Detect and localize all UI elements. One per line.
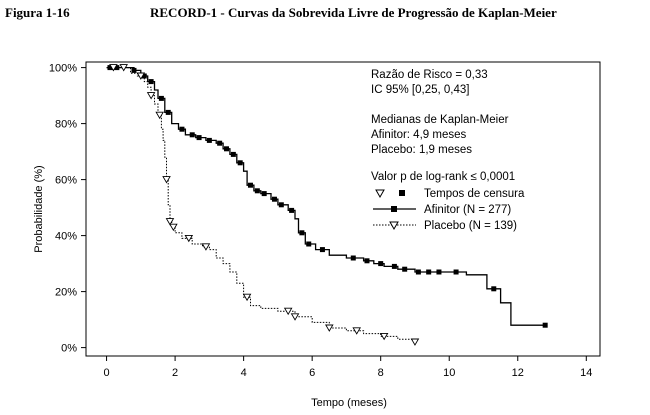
legend-afinitor-censor-icon — [399, 190, 405, 196]
legend-placebo-marker-icon — [389, 221, 399, 231]
x-tick-label: 14 — [580, 367, 592, 379]
censor-marker-placebo — [325, 324, 334, 332]
legend-placebo-label: Placebo (N = 139) — [424, 220, 517, 232]
series-afinitor — [106, 65, 548, 328]
annotation-median-title: Medianas de Kaplan-Meier — [371, 114, 509, 126]
censor-marker-afinitor — [206, 137, 212, 143]
y-axis-title: Probabilidade (%) — [33, 165, 45, 252]
censor-marker-afinitor — [453, 269, 459, 275]
censor-marker-afinitor — [306, 241, 312, 247]
censor-marker-afinitor — [271, 196, 277, 202]
censor-marker-placebo — [184, 234, 194, 243]
censor-marker-placebo — [410, 338, 420, 346]
censor-marker-afinitor — [542, 322, 548, 328]
censor-marker-afinitor — [278, 202, 284, 208]
x-tick-label: 8 — [378, 367, 384, 379]
censor-marker-afinitor — [131, 67, 137, 73]
x-tick-label: 2 — [172, 367, 178, 379]
censor-marker-afinitor — [402, 266, 408, 272]
legend-placebo-censor-icon — [375, 189, 385, 199]
y-tick-label: 20% — [55, 287, 77, 299]
censor-marker-afinitor — [237, 160, 243, 166]
censor-marker-afinitor — [364, 258, 370, 264]
censor-marker-placebo — [165, 218, 175, 226]
legend-afinitor-label: Afinitor (N = 277) — [424, 204, 511, 216]
y-tick-label: 60% — [55, 175, 77, 187]
censor-marker-placebo — [155, 111, 164, 120]
series-line-afinitor — [106, 66, 546, 326]
censor-marker-afinitor — [223, 146, 229, 152]
annotation-ci: IC 95% [0,25, 0,43] — [371, 84, 469, 96]
censor-marker-afinitor — [261, 191, 267, 197]
censor-marker-afinitor — [189, 132, 195, 138]
censor-marker-afinitor — [247, 182, 253, 188]
y-tick-label: 40% — [55, 231, 77, 243]
x-tick-label: 10 — [443, 367, 455, 379]
censor-marker-afinitor — [196, 135, 202, 141]
x-tick-label: 6 — [309, 367, 315, 379]
censor-marker-afinitor — [289, 207, 295, 213]
censor-marker-placebo — [146, 92, 156, 100]
legend-censor-label: Tempos de censura — [424, 188, 525, 200]
chart-annotations: Razão de Risco = 0,33 IC 95% [0,25, 0,43… — [371, 69, 515, 183]
y-tick-label: 80% — [55, 119, 77, 131]
censor-marker-afinitor — [426, 269, 432, 275]
x-tick-label: 12 — [512, 367, 524, 379]
censor-marker-afinitor — [299, 230, 305, 236]
chart-axes: 0 2 4 6 8 10 12 14 0% 20% 40% 60% 80% 100% Tempo (mese… — [33, 61, 601, 409]
censor-marker-afinitor — [165, 109, 171, 115]
censor-marker-afinitor — [378, 261, 384, 267]
censor-marker-afinitor — [254, 188, 260, 194]
y-tick-label: 0% — [61, 343, 77, 355]
figure-title: RECORD-1 - Curvas da Sobrevida Livre de … — [150, 5, 557, 20]
censor-marker-placebo — [379, 332, 389, 341]
x-tick-label: 4 — [241, 367, 247, 379]
censor-marker-afinitor — [230, 151, 236, 157]
censor-marker-afinitor — [319, 247, 325, 253]
x-tick-label: 0 — [103, 367, 109, 379]
censor-marker-placebo — [242, 293, 252, 302]
y-tick-label: 100% — [49, 63, 77, 75]
censor-marker-afinitor — [148, 79, 154, 85]
annotation-median-placebo: Placebo: 1,9 meses — [371, 144, 472, 156]
censor-marker-afinitor — [491, 286, 497, 292]
censor-marker-placebo — [290, 313, 300, 321]
chart-legend: Tempos de censura Afinitor (N = 277) Pla… — [373, 188, 525, 232]
censor-marker-placebo — [119, 64, 128, 72]
censor-marker-placebo — [169, 223, 178, 232]
censor-marker-afinitor — [350, 255, 356, 261]
annotation-median-afinitor: Afinitor: 4,9 meses — [371, 129, 466, 141]
annotation-p-value: Valor p de log-rank ≤ 0,0001 — [371, 171, 515, 183]
censor-marker-placebo — [352, 327, 361, 335]
x-axis-title: Tempo (meses) — [311, 397, 387, 409]
figure-header: Figura 1-16 RECORD-1 - Curvas da Sobrevi… — [0, 5, 650, 23]
series-line-placebo — [106, 67, 416, 342]
annotation-hazard-ratio: Razão de Risco = 0,33 — [371, 69, 488, 81]
censor-marker-afinitor — [415, 269, 421, 275]
censor-marker-afinitor — [436, 269, 442, 275]
censor-marker-placebo — [162, 176, 171, 184]
series-placebo — [106, 64, 420, 346]
censor-marker-placebo — [136, 72, 146, 80]
censor-marker-placebo — [283, 307, 293, 316]
figure-number: Figura 1-16 — [5, 5, 70, 20]
censor-marker-afinitor — [179, 126, 185, 132]
censor-marker-afinitor — [391, 263, 397, 269]
plot-frame — [85, 61, 601, 357]
censor-marker-placebo — [109, 64, 118, 72]
chart-series — [106, 64, 548, 346]
censor-marker-placebo — [201, 243, 211, 251]
legend-afinitor-marker-icon — [391, 206, 397, 212]
censor-marker-afinitor — [217, 140, 223, 146]
censor-marker-afinitor — [158, 95, 164, 101]
